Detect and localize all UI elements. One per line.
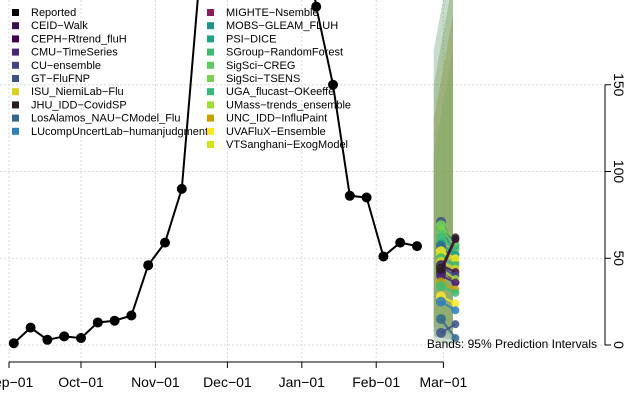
reported-point <box>176 183 187 194</box>
reported-point <box>25 322 36 333</box>
legend-label: UMass−trends_ensemble <box>226 99 351 111</box>
forecast-point <box>436 232 446 243</box>
prediction-interval-note: Bands: 95% Prediction Intervals <box>427 337 597 351</box>
legend-swatch <box>207 9 214 16</box>
forecast-points <box>436 216 460 343</box>
forecast-point <box>451 320 460 329</box>
reported-point <box>59 331 70 342</box>
reported-point <box>109 315 120 326</box>
x-axis: Sep−01 Oct−01 Nov−01 Dec−01 Jan−01 Feb−01 Mar−… <box>0 361 468 390</box>
y-tick-label: 150 <box>611 73 626 97</box>
x-tick-label: Sep−01 <box>0 374 34 390</box>
reported-point <box>328 79 338 90</box>
y-tick-label: 0 <box>611 341 626 349</box>
legend-label: CEPH−Rtrend_fluH <box>31 33 127 45</box>
legend-swatch <box>12 127 19 135</box>
x-tick-label: Feb−01 <box>352 374 400 390</box>
legend-label: UVAFluX−Ensemble <box>226 126 326 138</box>
legend-label: MIGHTE−Nsemble <box>226 7 319 19</box>
legend-label: CEID−Walk <box>31 20 88 32</box>
y-tick-label: 100 <box>611 160 626 184</box>
reported-point <box>42 334 53 345</box>
legend-swatch <box>207 114 214 122</box>
forecast-point <box>451 233 460 242</box>
forecast-point <box>451 334 460 343</box>
reported-point <box>126 310 137 321</box>
legend-swatch <box>12 88 19 96</box>
legend-swatch <box>12 48 19 56</box>
legend-label: ISU_NiemiLab−Flu <box>31 86 124 98</box>
forecast-point <box>436 313 446 324</box>
legend-label: UGA_flucast−OKeeffe <box>226 86 334 98</box>
reported-point <box>311 1 322 12</box>
forecast-point <box>451 278 460 287</box>
reported-point <box>412 241 422 252</box>
legend-swatch <box>207 61 214 69</box>
legend-swatch <box>207 88 214 96</box>
reported-point <box>361 192 372 203</box>
reported-point <box>143 260 154 271</box>
legend-swatch <box>12 9 19 16</box>
reported-series <box>8 0 422 349</box>
legend-label: MOBS−GLEAM_FLUH <box>226 20 338 32</box>
legend-label: Reported <box>31 7 76 19</box>
reported-point <box>344 190 355 201</box>
forecast-point <box>451 288 460 297</box>
legend-swatch <box>207 22 214 30</box>
legend-label: SigSci−CREG <box>226 60 295 72</box>
legend-label: UNC_IDD−InfluPaint <box>226 113 327 125</box>
forecast-point <box>436 281 446 292</box>
legend-label: LosAlamos_NAU−CModel_Flu <box>31 113 180 125</box>
grid-lines <box>0 0 605 362</box>
legend-swatch <box>207 101 214 109</box>
x-tick-label: Oct−01 <box>58 374 104 390</box>
x-tick-label: Mar−01 <box>419 374 467 390</box>
legend-swatch <box>12 22 19 30</box>
legend-label: GT−FluFNP <box>31 73 90 85</box>
forecast-line <box>440 237 457 270</box>
legend-label: SGroup−RandomForest <box>226 47 343 59</box>
legend-label: LUcompUncertLab−humanjudgment <box>31 126 208 138</box>
forecast-point <box>436 296 446 307</box>
legend-swatch <box>207 48 214 56</box>
legend-label: SigSci−TSENS <box>226 73 300 85</box>
reported-point <box>395 237 406 248</box>
legend-swatch <box>12 61 19 69</box>
forecast-point <box>436 220 446 231</box>
forecast-point <box>451 299 460 308</box>
reported-point <box>378 251 389 262</box>
legend-swatch <box>12 35 19 43</box>
forecast-point <box>436 327 446 338</box>
forecast-point <box>436 263 446 274</box>
reported-point <box>8 338 19 349</box>
legend-swatch <box>207 141 214 148</box>
x-tick-label: Jan−01 <box>279 374 326 390</box>
forecast-point <box>436 270 446 281</box>
legend-swatch <box>207 75 214 82</box>
legend-label: PSI−DICE <box>226 33 276 45</box>
legend-label: CMU−TimeSeries <box>31 47 118 59</box>
legend-swatch <box>12 75 19 82</box>
legend-label: CU−ensemble <box>31 60 101 72</box>
forecast-point <box>451 306 460 315</box>
legend-label: JHU_IDD−CovidSP <box>31 99 127 111</box>
legend-label: VTSanghani−ExogModel <box>226 139 348 151</box>
legend-swatch <box>12 101 19 109</box>
reported-point <box>160 237 170 248</box>
x-tick-label: Nov−01 <box>131 374 180 390</box>
legend-swatch <box>207 35 214 43</box>
x-tick-label: Dec−01 <box>203 374 252 390</box>
y-axis: 0 50 100 150 <box>604 73 626 349</box>
reported-point <box>92 317 103 328</box>
legend-swatch <box>207 127 214 135</box>
y-tick-label: 50 <box>611 250 626 266</box>
legend-swatch <box>12 114 19 122</box>
reported-point <box>76 333 86 344</box>
